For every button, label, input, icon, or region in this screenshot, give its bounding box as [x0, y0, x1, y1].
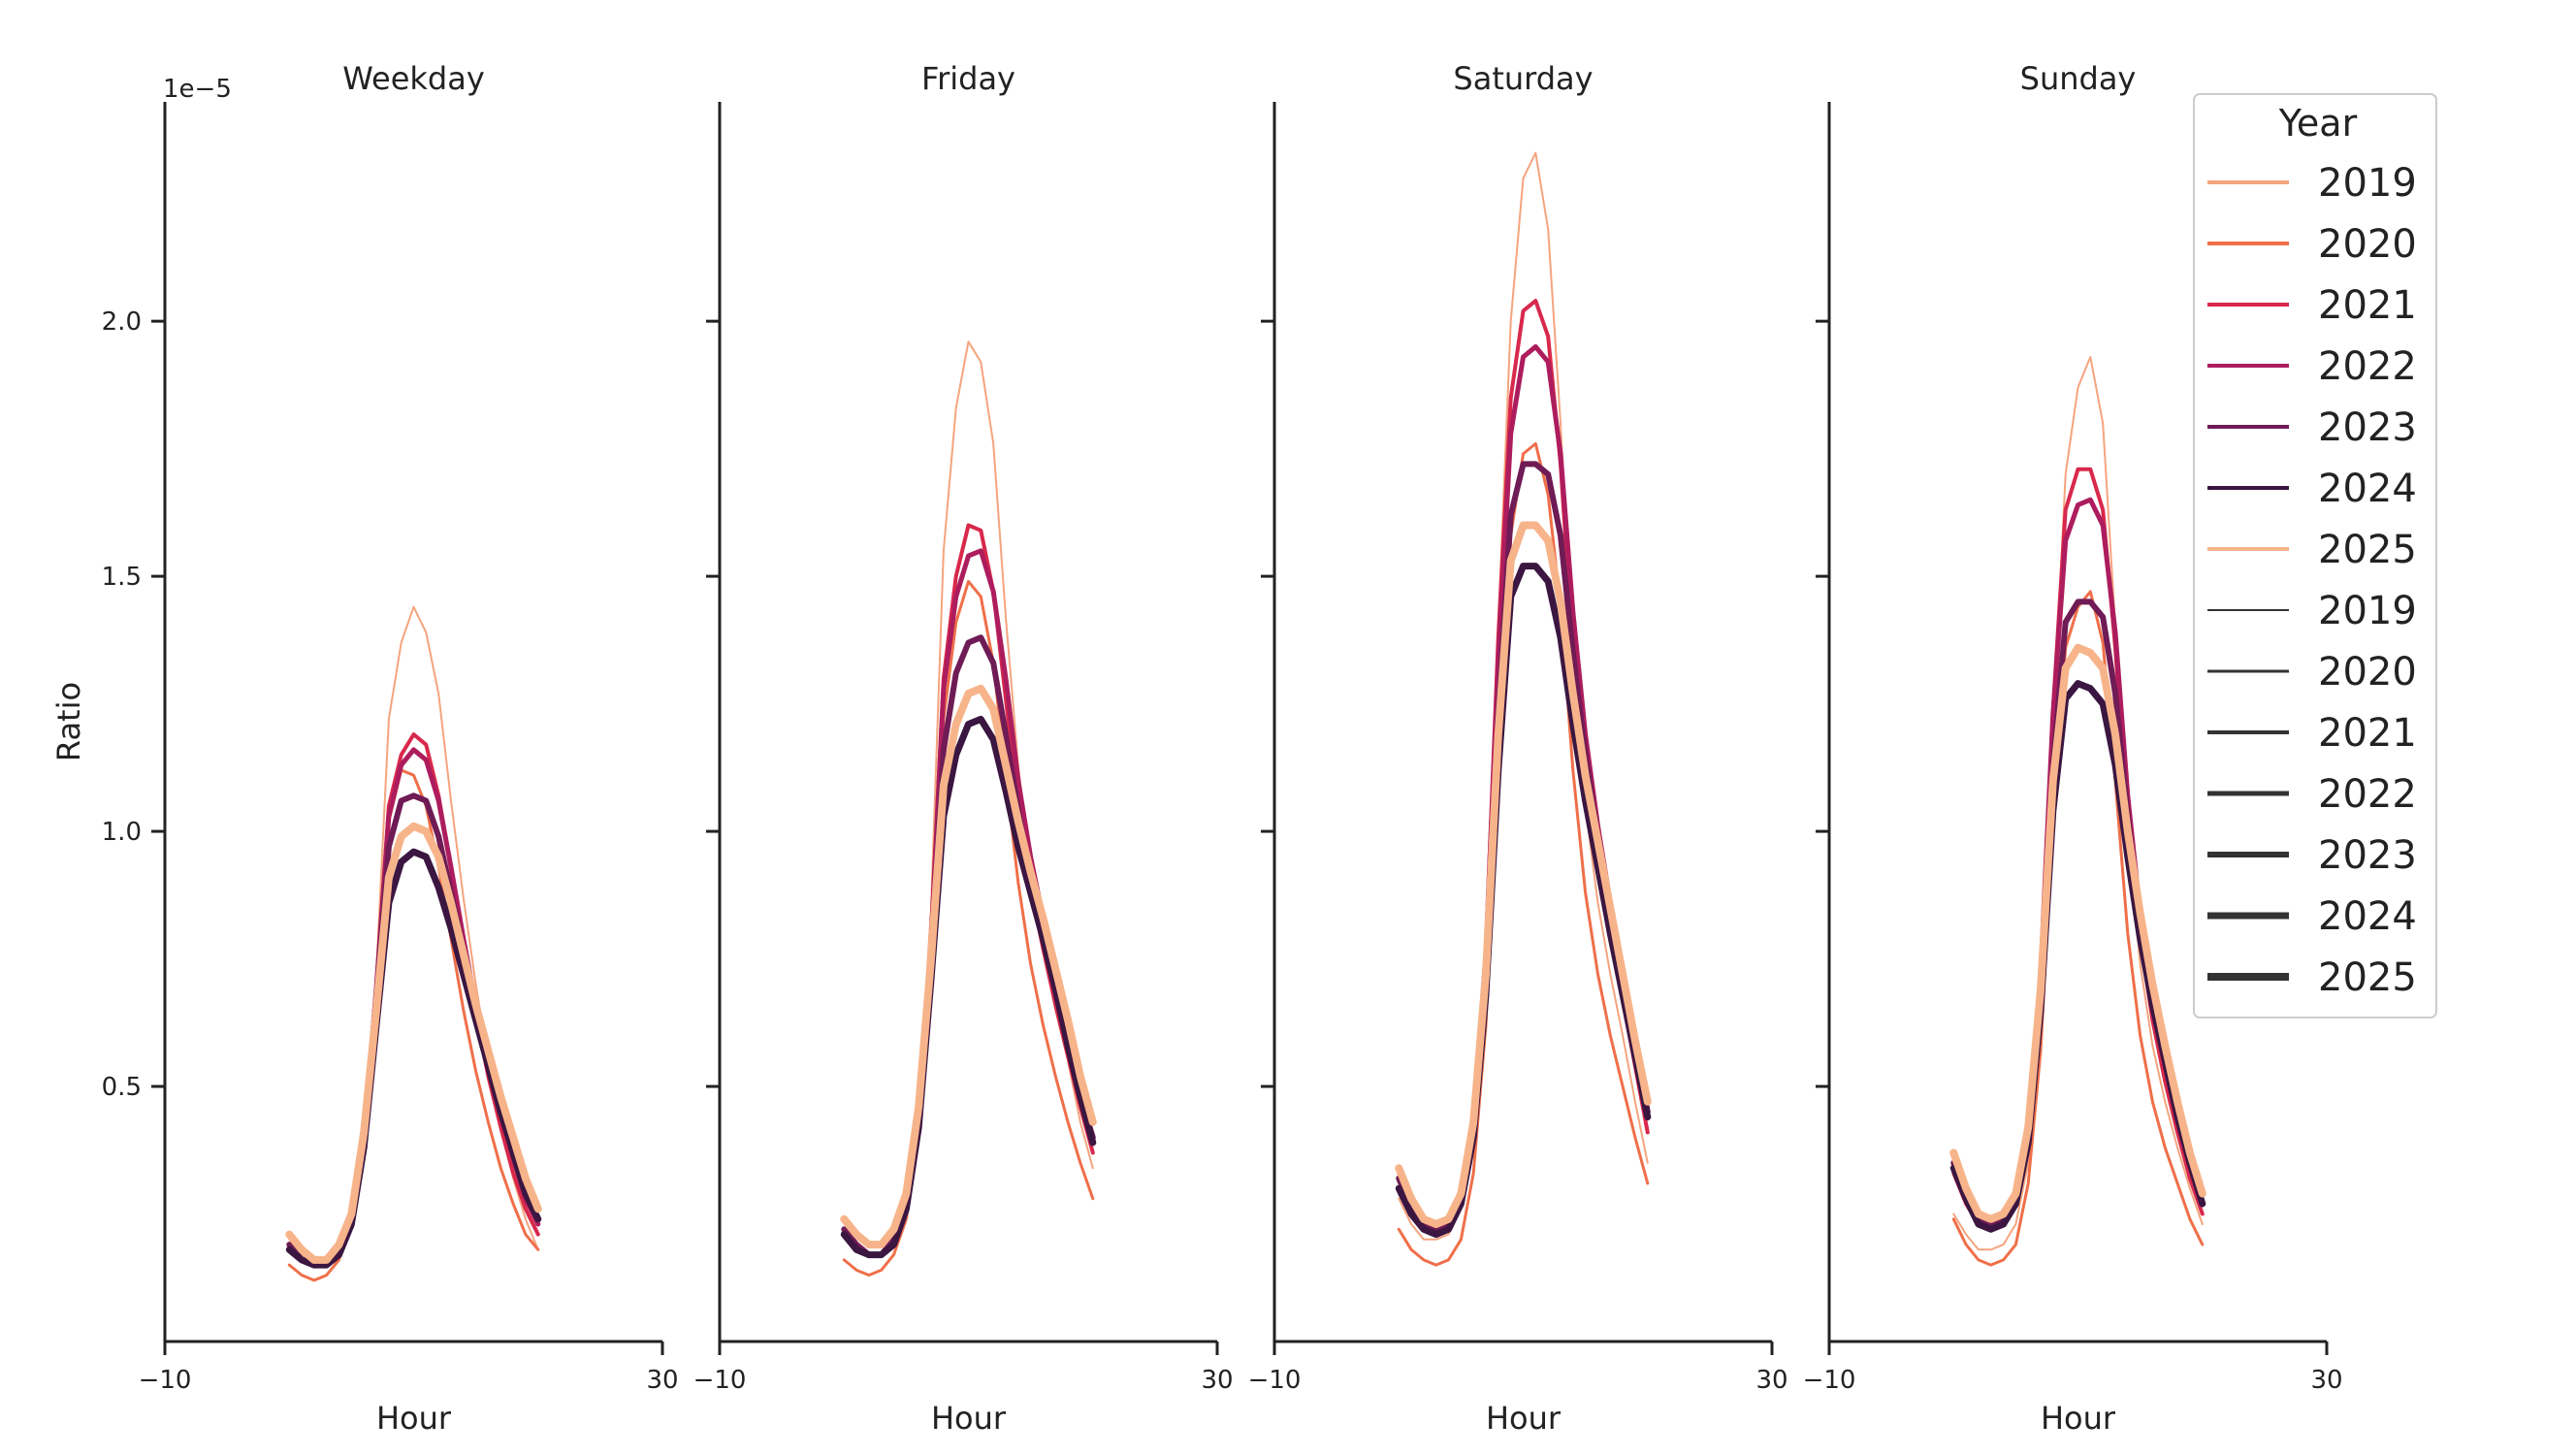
series-line-weekday-2023 [286, 792, 541, 1269]
series-line-saturday-2019 [1398, 151, 1649, 1241]
x-tick-label-3-1: 30 [2310, 1366, 2342, 1395]
series-line-saturday-2022 [1396, 343, 1651, 1232]
series-line-saturday-2025 [1395, 521, 1652, 1228]
series-line-weekday-2020 [287, 768, 540, 1282]
series-line-friday-2024 [840, 715, 1097, 1259]
panel-title-0: Weekday [342, 60, 485, 97]
series-line-sunday-2023 [1950, 598, 2206, 1227]
y-axis-label: Ratio [50, 682, 87, 761]
legend-size-label-2025: 2025 [2318, 955, 2417, 1000]
panel-title-3: Sunday [2020, 60, 2137, 97]
legend-title: Year [2278, 102, 2358, 145]
legend-label-2024: 2024 [2318, 467, 2417, 511]
series-line-saturday-2024 [1395, 563, 1652, 1239]
x-tick-label-1-1: 30 [1201, 1366, 1233, 1395]
legend-size-label-2020: 2020 [2318, 650, 2417, 695]
series-line-weekday-2025 [285, 822, 542, 1264]
x-tick-label-1-0: −10 [693, 1366, 747, 1395]
series-line-sunday-2019 [1952, 356, 2204, 1251]
series-line-saturday-2021 [1397, 299, 1650, 1232]
legend-size-label-2024: 2024 [2318, 894, 2417, 939]
series-line-friday-2022 [841, 548, 1096, 1258]
y-tick-label-3: 2.0 [102, 307, 142, 337]
series-line-friday-2025 [840, 684, 1097, 1249]
series-line-friday-2019 [843, 340, 1094, 1256]
legend-label-2022: 2022 [2318, 344, 2417, 389]
x-axis-label-2: Hour [1486, 1400, 1562, 1437]
panel-title-2: Saturday [1453, 60, 1593, 97]
series-line-sunday-2020 [1951, 590, 2205, 1267]
x-tick-label-2-1: 30 [1755, 1366, 1787, 1395]
x-tick-label-2-0: −10 [1248, 1366, 1302, 1395]
panel-title-1: Friday [921, 60, 1015, 97]
legend-size-label-2019: 2019 [2318, 589, 2417, 633]
series-line-friday-2021 [842, 523, 1095, 1257]
y-axis-multiplier: 1e−5 [163, 75, 232, 104]
legend-label-2025: 2025 [2318, 528, 2417, 572]
y-tick-label-0: 0.5 [102, 1073, 142, 1102]
legend-label-2019: 2019 [2318, 161, 2417, 206]
x-tick-label-0-1: 30 [646, 1366, 678, 1395]
legend-size-label-2022: 2022 [2318, 772, 2417, 817]
legend-label-2023: 2023 [2318, 405, 2417, 450]
x-tick-label-3-0: −10 [1803, 1366, 1856, 1395]
series-line-sunday-2021 [1951, 467, 2205, 1232]
series-line-sunday-2025 [1949, 643, 2206, 1223]
series-line-friday-2020 [842, 579, 1095, 1277]
x-axis-label-3: Hour [2041, 1400, 2116, 1437]
legend-size-label-2021: 2021 [2318, 711, 2417, 756]
y-tick-label-1: 1.0 [102, 818, 142, 847]
series-line-saturday-2020 [1397, 441, 1650, 1267]
legend-size-label-2023: 2023 [2318, 833, 2417, 878]
legend-box [2193, 93, 2437, 1018]
legend-label-2020: 2020 [2318, 222, 2417, 267]
x-axis-label-0: Hour [376, 1400, 452, 1437]
series-line-saturday-2023 [1396, 461, 1651, 1233]
y-tick-label-2: 1.5 [102, 563, 142, 592]
legend-label-2021: 2021 [2318, 283, 2417, 328]
series-line-weekday-2021 [287, 732, 540, 1268]
x-axis-label-1: Hour [931, 1400, 1007, 1437]
x-tick-label-0-0: −10 [139, 1366, 192, 1395]
series-line-weekday-2024 [285, 848, 542, 1269]
